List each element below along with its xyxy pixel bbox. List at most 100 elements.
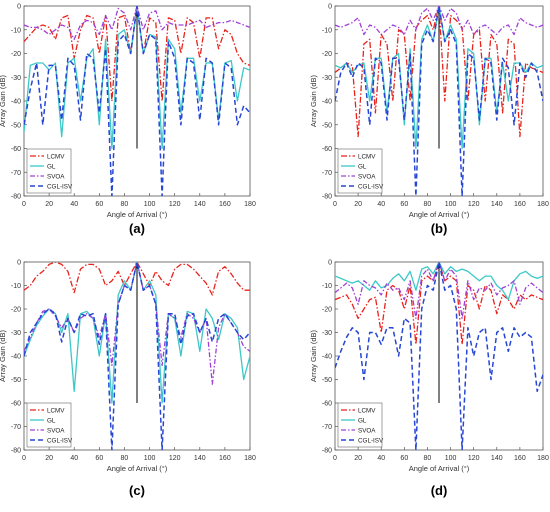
x-tick-label: 120 bbox=[169, 455, 181, 462]
series-line-cgl-isv bbox=[335, 6, 543, 196]
x-tick-label: 0 bbox=[22, 201, 26, 208]
x-tick-label: 160 bbox=[219, 201, 231, 208]
x-tick-label: 140 bbox=[194, 455, 206, 462]
y-tick-label: -40 bbox=[11, 354, 21, 361]
y-tick-label: -30 bbox=[322, 330, 332, 337]
x-tick-label: 0 bbox=[333, 201, 337, 208]
y-tick-label: -10 bbox=[11, 283, 21, 290]
x-tick-label: 0 bbox=[333, 455, 337, 462]
x-tick-label: 60 bbox=[400, 201, 408, 208]
legend-entry: SVOA bbox=[358, 173, 376, 180]
y-tick-label: -20 bbox=[322, 51, 332, 58]
y-axis-label: Array Gain (dB) bbox=[0, 74, 7, 127]
x-tick-label: 180 bbox=[244, 455, 256, 462]
legend-entry: CGL-ISV bbox=[358, 183, 384, 190]
x-tick-label: 80 bbox=[121, 201, 129, 208]
series-line-lcmv bbox=[24, 262, 250, 296]
y-tick-label: -70 bbox=[322, 170, 332, 177]
x-tick-label: 20 bbox=[45, 455, 53, 462]
legend: LCMV GL SVOA CGL-ISV bbox=[26, 148, 73, 194]
legend-entry: CGL-ISV bbox=[47, 183, 73, 190]
x-tick-label: 40 bbox=[377, 455, 385, 462]
x-tick-label: 160 bbox=[514, 455, 526, 462]
x-tick-label: 140 bbox=[491, 201, 503, 208]
x-axis-label: Angle of Arrival (°) bbox=[409, 210, 470, 219]
y-axis-label: Array Gain (dB) bbox=[309, 329, 318, 382]
y-axis-label: Array Gain (dB) bbox=[0, 329, 7, 382]
y-tick-label: -70 bbox=[322, 424, 332, 431]
x-tick-label: 60 bbox=[95, 201, 103, 208]
chart-panel-a: 0 20 40 60 80 100 120 140 160 180 0 -10 -20 -30 -40 -50… bbox=[0, 4, 256, 220]
panel-caption: (c) bbox=[129, 483, 145, 498]
y-tick-label: -10 bbox=[322, 283, 332, 290]
legend-entry: CGL-ISV bbox=[358, 437, 384, 444]
x-axis-label: Angle of Arrival (°) bbox=[107, 210, 168, 219]
series-group bbox=[335, 262, 543, 450]
x-tick-label: 40 bbox=[377, 201, 385, 208]
y-tick-label: 0 bbox=[328, 4, 332, 11]
series-line-cgl-isv bbox=[335, 262, 543, 450]
y-tick-label: -40 bbox=[322, 354, 332, 361]
legend-entry: CGL-ISV bbox=[47, 437, 73, 444]
x-tick-label: 40 bbox=[70, 201, 78, 208]
series-line-svoa bbox=[24, 6, 250, 40]
legend-entry: GL bbox=[47, 163, 56, 170]
legend: LCMV GL SVOA CGL-ISV bbox=[26, 402, 73, 448]
chart-panel-c: 0 20 40 60 80 100 120 140 160 180 0 -10 -20 -30 -40 -50… bbox=[0, 260, 256, 474]
y-tick-label: 0 bbox=[17, 4, 21, 11]
x-tick-label: 180 bbox=[244, 201, 256, 208]
chart-panel-d: 0 20 40 60 80 100 120 140 160 180 0 -10 -20 -30 -40 -50… bbox=[309, 260, 549, 474]
legend-entry: SVOA bbox=[358, 427, 376, 434]
series-line-lcmv bbox=[335, 262, 543, 345]
x-tick-label: 100 bbox=[445, 455, 457, 462]
x-tick-label: 120 bbox=[468, 201, 480, 208]
y-tick-label: -40 bbox=[11, 99, 21, 106]
y-tick-label: -60 bbox=[11, 401, 21, 408]
chart-panel-b: 0 20 40 60 80 100 120 140 160 180 0 -10 -20 -30 -40 -50… bbox=[309, 4, 549, 220]
legend-entry: LCMV bbox=[47, 153, 65, 160]
y-tick-label: -20 bbox=[322, 307, 332, 314]
x-tick-label: 180 bbox=[537, 455, 549, 462]
x-tick-label: 160 bbox=[219, 455, 231, 462]
series-group bbox=[335, 6, 543, 196]
legend: LCMV GL SVOA CGL-ISV bbox=[337, 148, 384, 194]
y-axis-label: Array Gain (dB) bbox=[309, 74, 318, 127]
x-tick-label: 80 bbox=[121, 455, 129, 462]
x-tick-label: 20 bbox=[354, 455, 362, 462]
x-tick-label: 60 bbox=[95, 455, 103, 462]
legend: LCMV GL SVOA CGL-ISV bbox=[337, 402, 384, 448]
legend-entry: LCMV bbox=[358, 153, 376, 160]
y-tick-label: -50 bbox=[322, 377, 332, 384]
y-tick-label: -30 bbox=[11, 330, 21, 337]
x-tick-label: 60 bbox=[400, 455, 408, 462]
y-tick-label: 0 bbox=[17, 260, 21, 267]
legend-entry: LCMV bbox=[358, 407, 376, 414]
series-line-cgl-isv bbox=[24, 6, 250, 196]
y-tick-label: -70 bbox=[11, 424, 21, 431]
y-tick-label: -70 bbox=[11, 170, 21, 177]
x-tick-label: 0 bbox=[22, 455, 26, 462]
y-tick-label: -60 bbox=[11, 146, 21, 153]
y-tick-label: -80 bbox=[322, 194, 332, 201]
x-axis-label: Angle of Arrival (°) bbox=[107, 464, 168, 473]
series-line-lcmv bbox=[24, 6, 250, 102]
x-tick-label: 160 bbox=[514, 201, 526, 208]
series-line-svoa bbox=[335, 6, 543, 36]
y-tick-label: -80 bbox=[11, 448, 21, 455]
x-tick-label: 20 bbox=[45, 201, 53, 208]
series-line-lcmv bbox=[335, 6, 543, 138]
series-group bbox=[24, 262, 250, 450]
series-line-svoa bbox=[335, 262, 543, 320]
series-line-svoa bbox=[24, 262, 250, 385]
series-line-gl bbox=[335, 262, 543, 301]
x-tick-label: 80 bbox=[424, 201, 432, 208]
y-tick-label: -30 bbox=[11, 75, 21, 82]
panel-caption: (b) bbox=[431, 221, 448, 236]
y-tick-label: -20 bbox=[11, 307, 21, 314]
y-tick-label: -80 bbox=[11, 194, 21, 201]
y-tick-label: -10 bbox=[11, 27, 21, 34]
x-tick-label: 120 bbox=[468, 455, 480, 462]
legend-entry: GL bbox=[47, 417, 56, 424]
y-tick-label: 0 bbox=[328, 260, 332, 267]
